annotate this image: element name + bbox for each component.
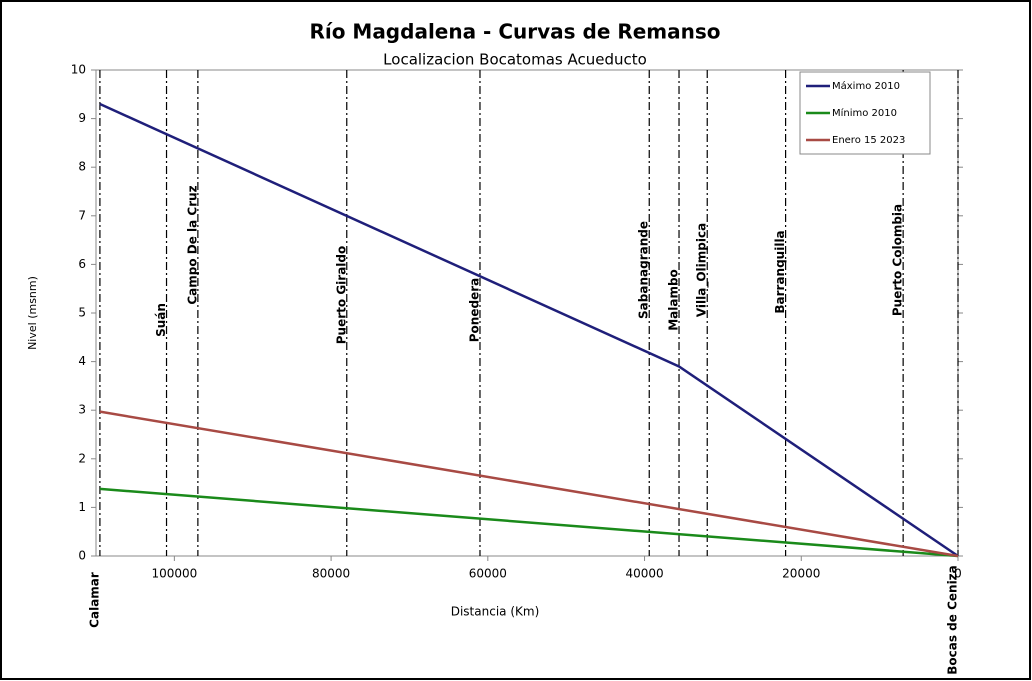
- y-tick-label: 1: [78, 500, 86, 514]
- x-tick-label: 100000: [151, 567, 197, 581]
- station-label: Puerto Colombia: [891, 204, 905, 316]
- y-tick-label: 2: [78, 451, 86, 465]
- station-label: Ponedera: [467, 278, 481, 342]
- x-tick-label: 60000: [469, 567, 507, 581]
- station-label: Bocas de Ceniza: [946, 565, 960, 675]
- legend-label: Mínimo 2010: [832, 107, 897, 119]
- station-label: Suán: [154, 303, 168, 337]
- station-label: Sabanagrande: [637, 221, 651, 319]
- legend-label: Máximo 2010: [832, 80, 900, 92]
- series-line: [99, 487, 959, 558]
- y-tick-label: 0: [78, 549, 86, 563]
- y-tick-label: 6: [78, 257, 86, 271]
- station-label: Calamar: [87, 572, 101, 628]
- legend-label: Enero 15 2023: [832, 135, 905, 146]
- y-axis-title: Nivel (msnm): [26, 276, 39, 350]
- y-tick-label: 4: [78, 354, 86, 368]
- series-line: [99, 410, 959, 558]
- station-label: Barranquilla: [773, 230, 787, 313]
- y-tick-label: 10: [71, 63, 86, 77]
- y-tick-label: 8: [78, 160, 86, 174]
- station-label: Campo De la Cruz: [185, 185, 199, 304]
- x-axis-title: Distancia (Km): [451, 605, 540, 619]
- x-tick-label: 20000: [782, 567, 820, 581]
- station-label: Malambo: [667, 269, 681, 331]
- y-tick-label: 3: [78, 403, 86, 417]
- y-tick-label: 7: [78, 208, 86, 222]
- chart-subtitle: Localizacion Bocatomas Acueducto: [383, 51, 647, 69]
- station-label: Villa_Olimpica: [695, 223, 710, 317]
- chart-title: Río Magdalena - Curvas de Remanso: [309, 20, 720, 44]
- series-line: [99, 102, 959, 558]
- x-tick-label: 80000: [312, 567, 350, 581]
- x-tick-label: 0: [954, 567, 962, 581]
- station-label: Puerto Giraldo: [334, 246, 348, 344]
- x-tick-label: 40000: [625, 567, 663, 581]
- y-tick-label: 9: [78, 111, 86, 125]
- y-tick-label: 5: [78, 306, 86, 320]
